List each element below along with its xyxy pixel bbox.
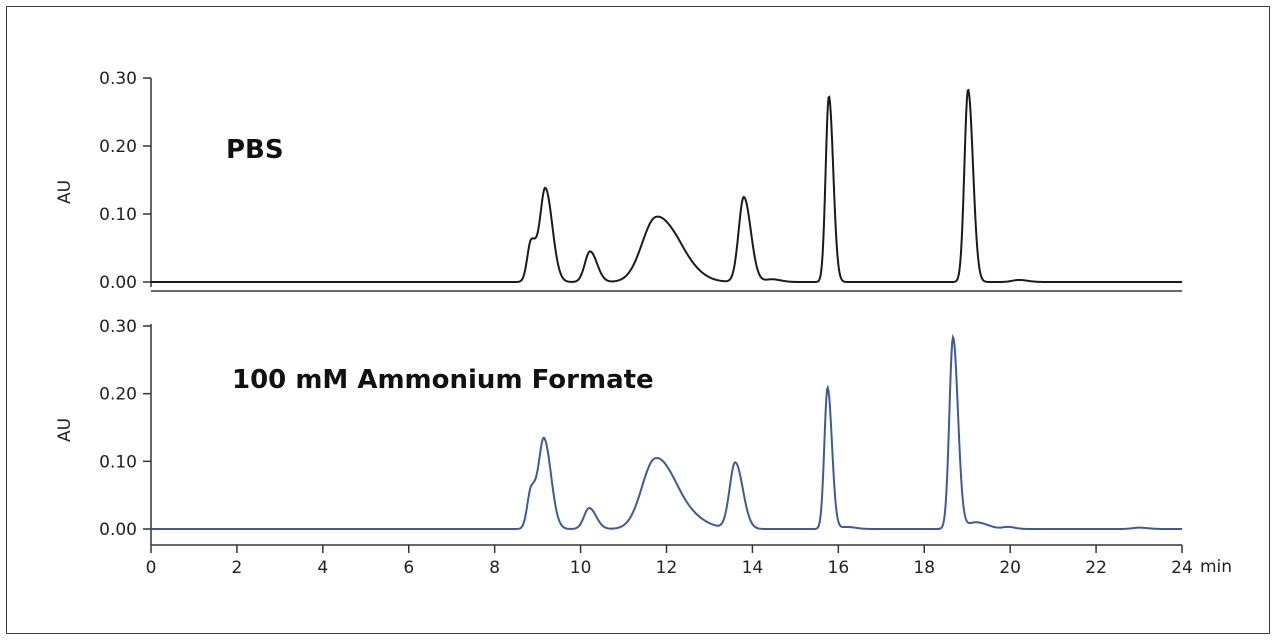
y-tick-label: 0.10 (99, 452, 137, 472)
x-tick-label: 24 (1171, 558, 1193, 578)
trace-pbs (151, 88, 1182, 283)
x-tick-label: 6 (403, 558, 414, 578)
y-tick-label: 0.30 (99, 317, 137, 337)
y-tick-label: 0.20 (99, 137, 137, 157)
y-tick-label: 0.30 (99, 69, 137, 89)
y-tick-label: 0.20 (99, 385, 137, 405)
panel-title-ammonium-formate: 100 mM Ammonium Formate (232, 365, 654, 395)
x-axis-unit-label: min (1200, 557, 1232, 577)
x-tick-label: 20 (999, 558, 1021, 578)
y-axis-label-bottom: AU (55, 418, 75, 442)
y-ticks-top: 0.00 0.10 0.20 0.30 (99, 69, 151, 293)
x-tick-label: 8 (489, 558, 500, 578)
x-tick-label: 4 (317, 558, 328, 578)
y-ticks-bottom: 0.00 0.10 0.20 0.30 (99, 317, 151, 540)
y-tick-label: 0.10 (99, 205, 137, 225)
x-tick-label: 16 (828, 558, 850, 578)
y-axis-label-top: AU (55, 180, 75, 204)
x-tick-label: 2 (232, 558, 243, 578)
x-tick-label: 12 (656, 558, 678, 578)
y-tick-label: 0.00 (99, 520, 137, 540)
x-tick-label: 14 (742, 558, 764, 578)
panel-title-pbs: PBS (226, 135, 284, 165)
x-tick-label: 18 (913, 558, 935, 578)
x-ticks: 0 2 4 6 8 10 12 14 16 18 20 22 24 (146, 545, 1193, 578)
panel-pbs: PBS AU 0.00 0.10 0.20 0.30 (55, 69, 1182, 293)
y-tick-label: 0.00 (99, 273, 137, 293)
trace-ammonium-formate (151, 333, 1182, 530)
x-tick-label: 10 (570, 558, 592, 578)
x-tick-label: 22 (1085, 558, 1107, 578)
panel-ammonium-formate: 100 mM Ammonium Formate AU 0.000.100.200… (55, 317, 1232, 578)
x-tick-label: 0 (146, 558, 157, 578)
